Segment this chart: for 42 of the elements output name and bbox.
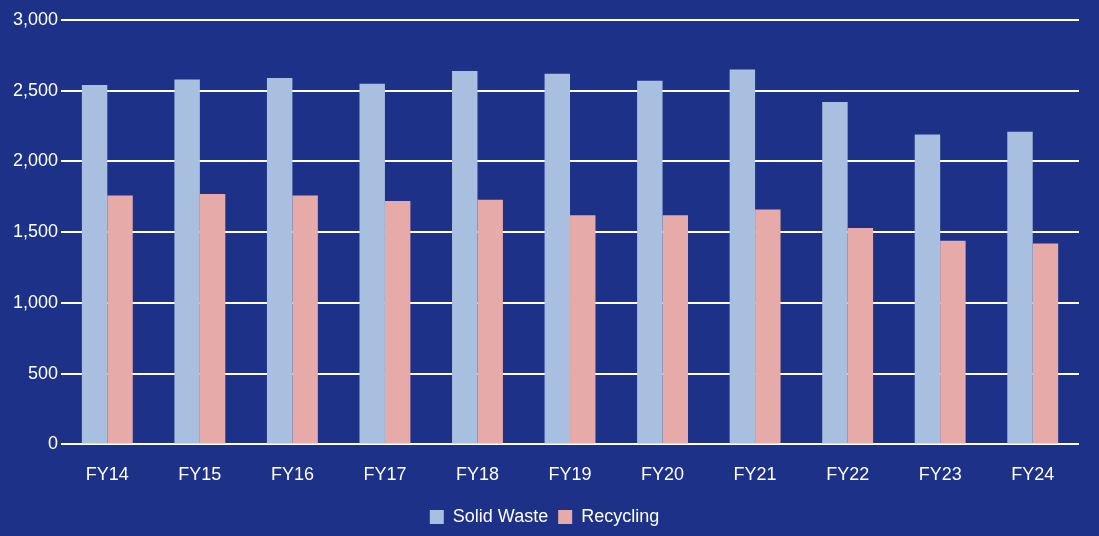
bar — [914, 134, 941, 444]
bar — [940, 240, 966, 444]
y-tick-label: 1,500 — [13, 221, 59, 242]
bar — [384, 201, 411, 444]
x-tick-label: FY19 — [548, 464, 592, 485]
x-tick-label: FY21 — [733, 464, 777, 485]
y-tick-label: 2,000 — [13, 150, 59, 171]
y-tick-label: 2,500 — [13, 79, 59, 100]
x-tick-label: FY15 — [178, 464, 222, 485]
bar — [174, 79, 200, 444]
bar — [662, 215, 689, 444]
x-tick-label: FY14 — [85, 464, 129, 485]
y-tick-label: 3,000 — [13, 8, 59, 29]
bar — [477, 199, 503, 444]
bar — [637, 80, 663, 444]
bar — [292, 195, 318, 444]
bar — [1007, 131, 1033, 444]
bar — [199, 194, 226, 444]
x-tick-label: FY16 — [270, 464, 314, 485]
x-tick-label: FY22 — [826, 464, 870, 485]
bar — [81, 85, 108, 444]
bar — [544, 73, 571, 444]
bar — [107, 195, 133, 444]
x-tick-label: FY18 — [455, 464, 499, 485]
legend-label: Recycling — [581, 505, 660, 526]
bar — [359, 83, 385, 444]
bar — [755, 209, 781, 444]
y-tick-label: 1,000 — [13, 291, 59, 312]
legend-label: Solid Waste — [452, 505, 549, 526]
x-tick-label: FY24 — [1011, 464, 1055, 485]
x-tick-label: FY23 — [918, 464, 962, 485]
bar — [847, 227, 874, 444]
y-tick-label: 500 — [28, 362, 59, 383]
bar — [266, 78, 293, 444]
bar — [570, 215, 596, 444]
y-tick-label: 0 — [48, 433, 59, 454]
bar — [1032, 243, 1059, 444]
bar — [822, 102, 848, 444]
bar — [729, 69, 756, 444]
x-tick-label: FY17 — [363, 464, 407, 485]
bar — [452, 70, 478, 444]
x-tick-label: FY20 — [641, 464, 685, 485]
